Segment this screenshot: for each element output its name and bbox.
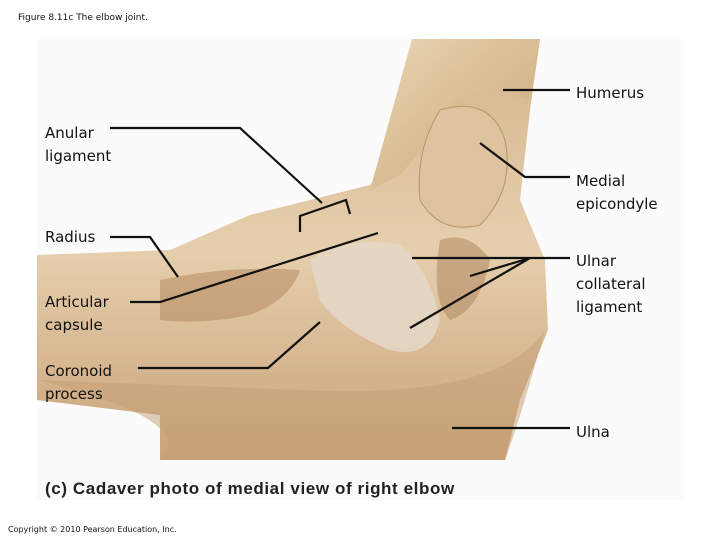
structure-label: Anular [45,124,95,142]
figure-title: Figure 8.11c The elbow joint. [18,13,148,23]
structure-label: ligament [45,147,111,165]
structure-label: Ulna [576,423,610,441]
structure-label: capsule [45,316,103,334]
structure-label: process [45,385,103,403]
structure-label: Coronoid [45,362,112,380]
structure-label: Humerus [576,84,644,102]
copyright: Copyright © 2010 Pearson Education, Inc. [8,525,177,534]
structure-label: ligament [576,298,642,316]
structure-label: Ulnar [576,252,617,270]
structure-label: epicondyle [576,195,658,213]
caption: (c) Cadaver photo of medial view of righ… [45,479,455,498]
structure-label: Medial [576,172,625,190]
structure-label: Articular [45,293,110,311]
leader-lines [110,88,570,430]
structure-label: collateral [576,275,646,293]
labels: Anular ligament Radius Articular capsule Coro… [45,84,658,441]
structure-label: Radius [45,228,95,246]
